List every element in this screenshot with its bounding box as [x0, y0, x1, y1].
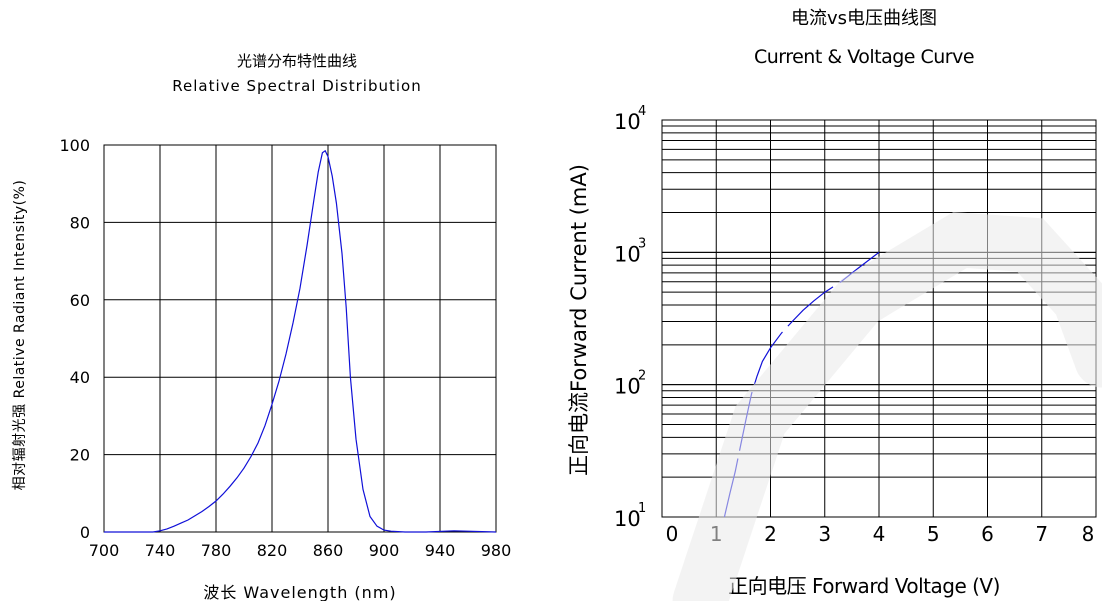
iv-y-axis-label: 正向电流Forward Current (mA)	[567, 164, 591, 476]
iv-chart-subtitle: Current & Voltage Curve	[754, 46, 974, 68]
spectral-chart-title: 光谱分布特性曲线	[237, 52, 357, 70]
iv-y-tick-label: 10	[614, 375, 641, 399]
iv-x-axis-label: 正向电压 Forward Voltage (V)	[728, 574, 1000, 598]
spectral-series-line	[104, 149, 497, 533]
iv-y-tick-exponent: 2	[638, 369, 646, 384]
iv-x-tick-label: 6	[981, 522, 994, 546]
iv-x-tick-label: 5	[927, 522, 940, 546]
watermark	[672, 211, 1102, 601]
spectral-x-axis-label: 波长 Wavelength (nm)	[203, 583, 396, 601]
spectral-tick-labels: 700 740 780 820 860 900 940 980 0 20 40 60 80 100	[59, 136, 511, 560]
spectral-y-tick-label: 40	[70, 368, 90, 387]
iv-chart-title: 电流vs电压曲线图	[791, 8, 937, 29]
spectral-x-tick-label: 980	[481, 541, 512, 560]
iv-y-tick-exponent: 1	[638, 501, 646, 516]
spectral-x-tick-label: 940	[425, 541, 456, 560]
spectral-y-tick-label: 80	[70, 213, 90, 232]
spectral-chart-subtitle: Relative Spectral Distribution	[172, 77, 421, 95]
spectral-y-tick-label: 0	[80, 523, 90, 542]
iv-x-tick-label: 2	[764, 522, 777, 546]
spectral-y-tick-label: 20	[70, 446, 90, 465]
iv-chart: 电流vs电压曲线图 Current & Voltage Curve 0 1 2 3 4 5…	[567, 8, 1097, 598]
spectral-y-axis-label: 相对辐射光强 Relative Radiant Intensity(%)	[12, 180, 28, 491]
spectral-grid	[104, 145, 496, 532]
iv-y-tick-label: 10	[614, 110, 641, 134]
iv-x-tick-label: 4	[873, 522, 886, 546]
iv-x-tick-label: 0	[666, 522, 679, 546]
iv-x-tick-label: 8	[1082, 522, 1095, 546]
spectral-y-tick-label: 60	[70, 291, 90, 310]
spectral-chart: 光谱分布特性曲线 Relative Spectral Distribution …	[12, 52, 511, 601]
spectral-y-tick-label: 100	[59, 136, 90, 155]
spectral-x-tick-label: 860	[313, 541, 344, 560]
iv-y-tick-exponent: 3	[638, 236, 646, 251]
spectral-x-tick-label: 780	[201, 541, 232, 560]
spectral-x-tick-label: 700	[89, 541, 120, 560]
spectral-x-tick-label: 900	[369, 541, 400, 560]
iv-series-line	[723, 251, 880, 518]
iv-y-tick-label: 10	[614, 507, 641, 531]
spectral-x-tick-label: 820	[257, 541, 288, 560]
iv-y-tick-exponent: 4	[638, 104, 646, 119]
iv-x-tick-label: 7	[1035, 522, 1048, 546]
spectral-x-tick-label: 740	[145, 541, 176, 560]
iv-x-tick-label: 3	[818, 522, 831, 546]
iv-y-tick-label: 10	[614, 242, 641, 266]
spectral-plot-frame	[103, 144, 497, 533]
